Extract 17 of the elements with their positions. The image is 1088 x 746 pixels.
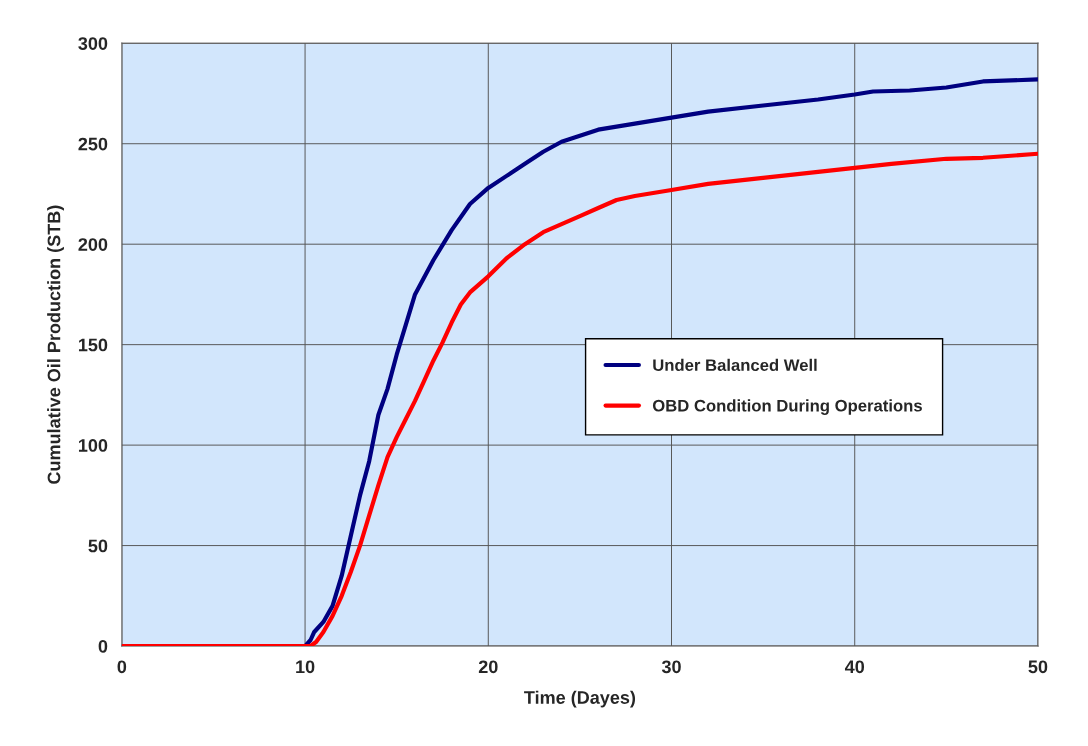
y-tick-label: 200 — [78, 238, 108, 251]
y-tick-label: 150 — [78, 338, 108, 352]
x-tick-label: 20 — [478, 660, 498, 674]
legend-label: OBD Condition During Operations — [652, 399, 922, 415]
x-tick-label: 30 — [661, 660, 681, 674]
legend-label: Under Balanced Well — [653, 358, 817, 372]
y-axis-title: Cumulative Oil Production (STB) — [47, 205, 64, 484]
x-tick-label: 10 — [296, 660, 315, 674]
y-tick-label: 0 — [98, 639, 108, 653]
y-tick-label: 250 — [78, 137, 108, 151]
x-tick-label: 0 — [117, 660, 127, 674]
y-tick-label: 300 — [78, 37, 108, 51]
y-tick-label: 100 — [78, 439, 108, 452]
x-tick-label: 40 — [844, 660, 865, 674]
y-tick-label: 50 — [88, 539, 108, 553]
x-tick-label: 50 — [1028, 660, 1048, 674]
x-axis-title: Time (Dayes) — [524, 690, 636, 708]
